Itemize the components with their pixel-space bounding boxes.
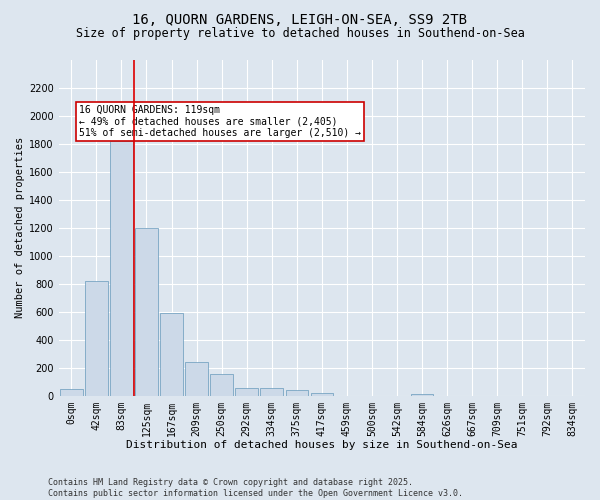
Bar	[286, 390, 308, 396]
Bar	[211, 374, 233, 396]
Bar	[311, 393, 333, 396]
Bar	[160, 313, 183, 396]
Bar	[110, 141, 133, 396]
Bar	[235, 388, 258, 396]
Text: Contains HM Land Registry data © Crown copyright and database right 2025.
Contai: Contains HM Land Registry data © Crown c…	[48, 478, 463, 498]
Bar	[85, 281, 107, 396]
Bar	[411, 394, 433, 396]
Bar	[260, 388, 283, 396]
Y-axis label: Number of detached properties: Number of detached properties	[15, 137, 25, 318]
Bar	[185, 362, 208, 396]
Text: 16, QUORN GARDENS, LEIGH-ON-SEA, SS9 2TB: 16, QUORN GARDENS, LEIGH-ON-SEA, SS9 2TB	[133, 12, 467, 26]
X-axis label: Distribution of detached houses by size in Southend-on-Sea: Distribution of detached houses by size …	[126, 440, 518, 450]
Text: 16 QUORN GARDENS: 119sqm
← 49% of detached houses are smaller (2,405)
51% of sem: 16 QUORN GARDENS: 119sqm ← 49% of detach…	[79, 105, 361, 138]
Bar	[135, 228, 158, 396]
Bar	[60, 388, 83, 396]
Text: Size of property relative to detached houses in Southend-on-Sea: Size of property relative to detached ho…	[76, 28, 524, 40]
